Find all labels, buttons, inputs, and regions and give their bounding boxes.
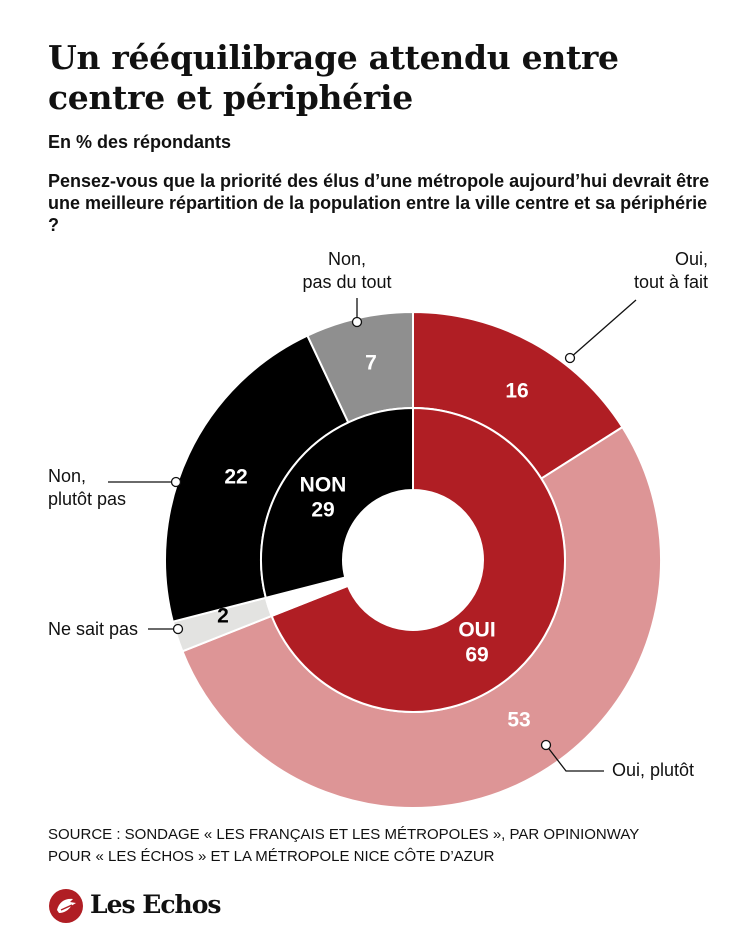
leader-dot-non-pas-du-tout: [351, 316, 363, 328]
outer-value-non-pas-du-tout: 7: [365, 352, 377, 375]
outer-value-oui-plutot: 53: [507, 709, 530, 732]
inner-label-non: NON: [300, 474, 347, 497]
inner-label-oui-value: 69: [465, 644, 488, 667]
source-note: SOURCE : SONDAGE « LES FRANÇAIS ET LES M…: [48, 824, 728, 868]
leader-dot-oui-plutot: [540, 739, 552, 751]
callout-oui-tout-a-fait-line-2: tout à fait: [634, 272, 708, 292]
callout-non-pas-du-tout-line-1: Non,: [328, 249, 366, 269]
inner-slice-oui: [270, 406, 566, 713]
callout-ne-sait-pas-line-1: Ne sait pas: [48, 619, 138, 639]
callout-non-pas-du-tout-line-2: pas du tout: [302, 272, 391, 292]
rooster-logo-icon: [49, 889, 83, 923]
chart-title: Un rééquilibrage attendu entre centre et…: [48, 38, 619, 117]
outer-value-non-plutot-pas: 22: [224, 466, 247, 489]
outer-value-oui-tout-a-fait: 16: [505, 380, 528, 403]
leader-dot-ne-sait-pas: [172, 623, 184, 635]
callout-oui-tout-a-fait-line-1: Oui,: [675, 249, 708, 269]
leader-dot-non-plutot-pas: [170, 476, 182, 488]
callout-non-plutot-pas-line-2: plutôt pas: [48, 489, 126, 509]
leader-line-oui-plutot: [545, 744, 604, 772]
source-line-2: POUR « LES ÉCHOS » ET LA MÉTROPOLE NICE …: [48, 848, 495, 865]
outer-value-ne-sait-pas: 2: [217, 605, 229, 628]
source-line-1: SOURCE : SONDAGE « LES FRANÇAIS ET LES M…: [48, 826, 640, 843]
survey-question: Pensez-vous que la priorité des élus d’u…: [48, 171, 710, 235]
chart-subtitle: En % des répondants: [48, 132, 232, 152]
callout-oui-plutot-line-1: Oui, plutôt: [612, 760, 694, 780]
leader-dot-oui-tout-a-fait: [564, 352, 576, 364]
logo-text: Les Echos: [90, 890, 221, 919]
inner-label-non-value: 29: [311, 499, 334, 522]
callout-non-plutot-pas-line-1: Non,: [48, 466, 86, 486]
inner-label-oui: OUI: [458, 619, 495, 642]
leader-line-oui-tout-a-fait: [569, 299, 637, 359]
inner-slice-non: [260, 406, 414, 600]
